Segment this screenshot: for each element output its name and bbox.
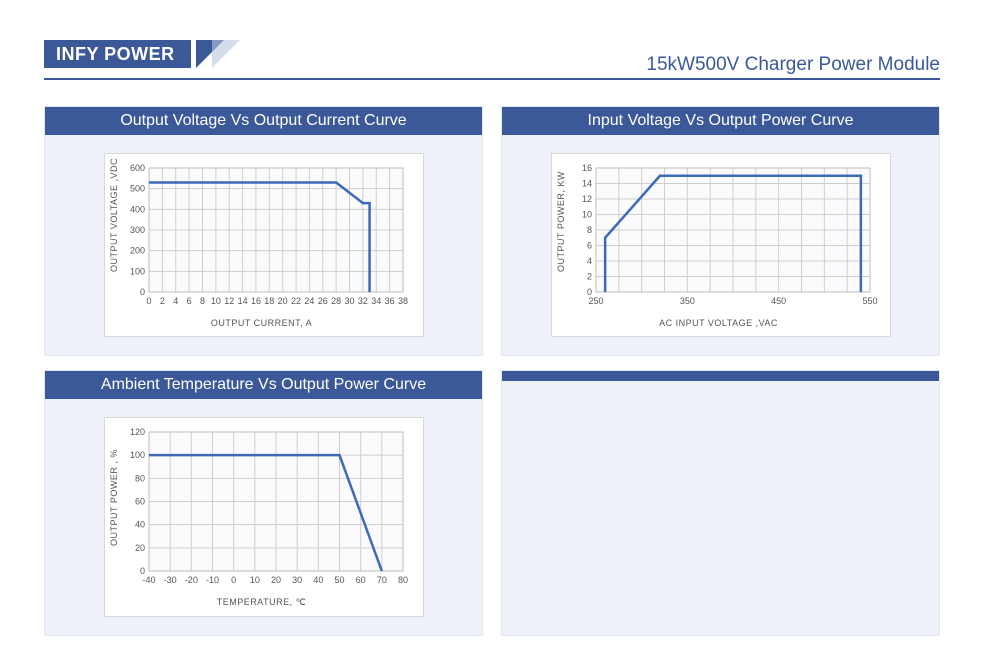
chart-svg: 0246810121416182022242628303234363801002… (111, 162, 411, 312)
brand-label: INFY POWER (44, 40, 191, 68)
panel-title: Input Voltage Vs Output Power Curve (502, 107, 939, 135)
svg-text:10: 10 (210, 296, 220, 306)
svg-text:30: 30 (292, 575, 302, 585)
panel-volt-current: Output Voltage Vs Output Current Curve O… (44, 106, 483, 356)
page-subtitle: 15kW500V Charger Power Module (646, 54, 940, 76)
svg-text:20: 20 (270, 575, 280, 585)
svg-text:40: 40 (313, 575, 323, 585)
svg-text:12: 12 (581, 194, 591, 204)
svg-text:120: 120 (129, 427, 144, 437)
svg-text:10: 10 (581, 210, 591, 220)
svg-text:60: 60 (134, 497, 144, 507)
svg-text:100: 100 (129, 266, 144, 276)
y-axis-label: OUTPUT POWER , % (109, 449, 119, 546)
svg-text:2: 2 (159, 296, 164, 306)
y-axis-label: OUTPUT POWER, KW (556, 171, 566, 272)
svg-text:0: 0 (139, 566, 144, 576)
svg-text:0: 0 (231, 575, 236, 585)
chart-svg: -40 -30 -20 -10 0 10 20 30 40 50 60 70 80 0 20 40 60 80 10… (111, 426, 411, 591)
svg-text:2: 2 (586, 272, 591, 282)
panel-title: Output Voltage Vs Output Current Curve (45, 107, 482, 135)
x-axis-label: AC INPUT VOLTAGE ,VAC (558, 318, 880, 328)
panel-temp-power: Ambient Temperature Vs Output Power Curv… (44, 370, 483, 636)
x-axis-label: OUTPUT CURRENT, A (111, 318, 413, 328)
svg-text:34: 34 (371, 296, 381, 306)
svg-text:8: 8 (586, 225, 591, 235)
svg-text:40: 40 (134, 520, 144, 530)
svg-text:6: 6 (586, 241, 591, 251)
svg-text:4: 4 (173, 296, 178, 306)
svg-text:20: 20 (277, 296, 287, 306)
svg-text:28: 28 (331, 296, 341, 306)
svg-text:250: 250 (588, 296, 603, 306)
svg-text:-40: -40 (142, 575, 155, 585)
svg-text:600: 600 (129, 163, 144, 173)
svg-text:200: 200 (129, 246, 144, 256)
svg-text:36: 36 (384, 296, 394, 306)
chart-volt-current: OUTPUT VOLTAGE ,VDC 02468101214161820222… (104, 153, 424, 337)
svg-text:14: 14 (237, 296, 247, 306)
svg-text:24: 24 (304, 296, 314, 306)
chart-temp-power: OUTPUT POWER , % -40 -30 -20 -10 0 10 20 30 40 50… (104, 417, 424, 617)
svg-text:18: 18 (264, 296, 274, 306)
svg-text:550: 550 (862, 296, 877, 306)
svg-text:-30: -30 (163, 575, 176, 585)
panel-blank (501, 370, 940, 636)
svg-text:70: 70 (376, 575, 386, 585)
svg-text:10: 10 (249, 575, 259, 585)
page-header: INFY POWER 15kW500V Charger Power Module (44, 40, 940, 80)
svg-text:0: 0 (146, 296, 151, 306)
svg-text:100: 100 (129, 450, 144, 460)
svg-text:6: 6 (186, 296, 191, 306)
svg-text:14: 14 (581, 179, 591, 189)
y-axis-label: OUTPUT VOLTAGE ,VDC (109, 158, 119, 272)
panel-title (502, 371, 939, 381)
chart-grid: Output Voltage Vs Output Current Curve O… (44, 106, 940, 636)
svg-text:-10: -10 (205, 575, 218, 585)
svg-text:0: 0 (586, 287, 591, 297)
x-axis-label: TEMPERATURE, ℃ (111, 597, 413, 608)
svg-text:500: 500 (129, 184, 144, 194)
brand-wedge-shadow-icon (212, 40, 240, 68)
svg-text:450: 450 (771, 296, 786, 306)
svg-text:12: 12 (224, 296, 234, 306)
svg-text:50: 50 (334, 575, 344, 585)
svg-text:400: 400 (129, 204, 144, 214)
svg-text:26: 26 (317, 296, 327, 306)
svg-text:38: 38 (397, 296, 407, 306)
svg-text:80: 80 (397, 575, 407, 585)
chart-involt-power: OUTPUT POWER, KW 250 350 450 550 0 2 4 6 8 10 12 14… (551, 153, 891, 337)
svg-text:30: 30 (344, 296, 354, 306)
svg-text:350: 350 (679, 296, 694, 306)
panel-involt-power: Input Voltage Vs Output Power Curve OUTP… (501, 106, 940, 356)
svg-text:80: 80 (134, 473, 144, 483)
svg-text:16: 16 (581, 163, 591, 173)
svg-text:300: 300 (129, 225, 144, 235)
svg-text:4: 4 (586, 256, 591, 266)
svg-text:32: 32 (357, 296, 367, 306)
svg-text:20: 20 (134, 543, 144, 553)
svg-text:60: 60 (355, 575, 365, 585)
svg-text:-20: -20 (184, 575, 197, 585)
panel-title: Ambient Temperature Vs Output Power Curv… (45, 371, 482, 399)
svg-text:16: 16 (250, 296, 260, 306)
svg-text:22: 22 (291, 296, 301, 306)
header-rule (44, 78, 940, 80)
chart-svg: 250 350 450 550 0 2 4 6 8 10 12 14 16 (558, 162, 878, 312)
svg-text:0: 0 (139, 287, 144, 297)
svg-text:8: 8 (199, 296, 204, 306)
